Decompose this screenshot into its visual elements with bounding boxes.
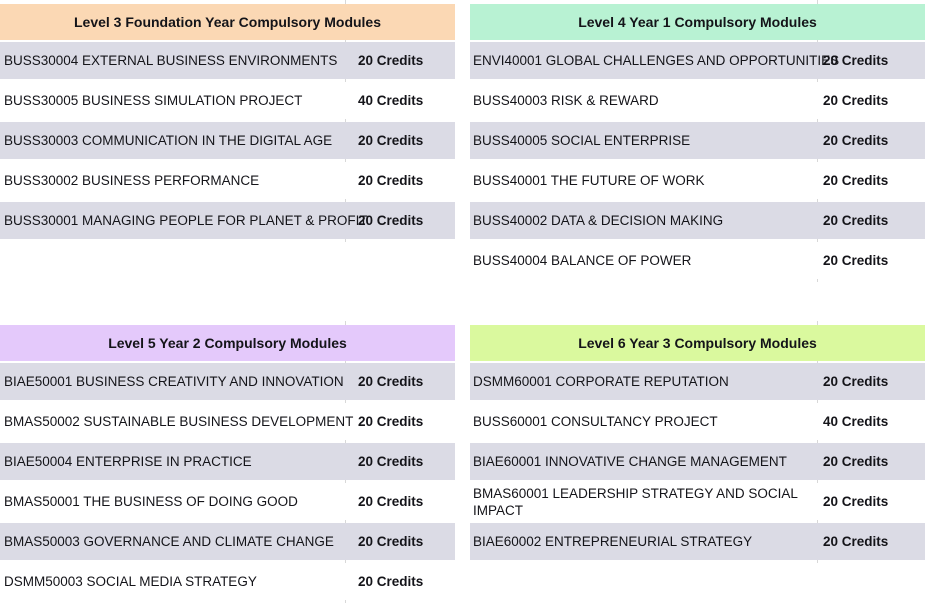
level5-modules-table: Level 5 Year 2 Compulsory Modules BIAE50… — [0, 321, 455, 603]
module-name-cell: BUSS30001 MANAGING PEOPLE FOR PLANET & P… — [4, 213, 368, 228]
credits-cell: 20 Credits — [358, 454, 424, 469]
module-name-cell: BUSS40004 BALANCE OF POWER — [473, 253, 692, 268]
table-row: DSMM60001 CORPORATE REPUTATION 20 Credit… — [470, 363, 925, 400]
module-name-cell: BIAE60002 ENTREPRENEURIAL STRATEGY — [473, 534, 753, 549]
level3-modules-table: Level 3 Foundation Year Compulsory Modul… — [0, 0, 455, 242]
level5-table-title: Level 5 Year 2 Compulsory Modules — [108, 335, 347, 351]
credits-cell: 20 Credits — [823, 534, 889, 549]
level6-table-header: Level 6 Year 3 Compulsory Modules — [470, 325, 925, 361]
module-name-cell: DSMM60001 CORPORATE REPUTATION — [473, 374, 729, 389]
table-row: BIAE60002 ENTREPRENEURIAL STRATEGY 20 Cr… — [470, 523, 925, 560]
module-name-cell: BIAE50004 ENTERPRISE IN PRACTICE — [4, 454, 252, 469]
module-name-cell: BUSS40001 THE FUTURE OF WORK — [473, 173, 705, 188]
table-row: BUSS30003 COMMUNICATION IN THE DIGITAL A… — [0, 122, 455, 159]
module-name-cell: ENVI40001 GLOBAL CHALLENGES AND OPPORTUN… — [473, 53, 840, 68]
module-name-cell: BMAS50003 GOVERNANCE AND CLIMATE CHANGE — [4, 534, 334, 549]
table-row: BMAS50001 THE BUSINESS OF DOING GOOD 20 … — [0, 483, 455, 520]
credits-cell: 20 Credits — [823, 454, 889, 469]
table-row: BUSS40005 SOCIAL ENTERPRISE 20 Credits — [470, 122, 925, 159]
level6-modules-table: Level 6 Year 3 Compulsory Modules DSMM60… — [470, 321, 925, 563]
table-row: BUSS40001 THE FUTURE OF WORK 20 Credits — [470, 162, 925, 199]
module-name-cell: BIAE50001 BUSINESS CREATIVITY AND INNOVA… — [4, 374, 344, 389]
credits-cell: 20 Credits — [358, 374, 424, 389]
credits-cell: 20 Credits — [823, 374, 889, 389]
table-row: BUSS40003 RISK & REWARD 20 Credits — [470, 82, 925, 119]
table-row: BUSS30002 BUSINESS PERFORMANCE 20 Credit… — [0, 162, 455, 199]
table-row: BUSS30001 MANAGING PEOPLE FOR PLANET & P… — [0, 202, 455, 239]
module-name-cell: BUSS40005 SOCIAL ENTERPRISE — [473, 133, 691, 148]
bottom-tables-section: Level 5 Year 2 Compulsory Modules BIAE50… — [0, 321, 925, 603]
module-name-cell: BUSS30005 BUSINESS SIMULATION PROJECT — [4, 93, 303, 108]
level4-table-header: Level 4 Year 1 Compulsory Modules — [470, 4, 925, 40]
module-name-cell: BUSS30003 COMMUNICATION IN THE DIGITAL A… — [4, 133, 333, 148]
module-name-cell: BUSS30004 EXTERNAL BUSINESS ENVIRONMENTS — [4, 53, 338, 68]
credits-cell: 20 Credits — [358, 494, 424, 509]
credits-cell: 20 Credits — [823, 253, 889, 268]
credits-cell: 20 Credits — [823, 53, 889, 68]
module-name-cell: BMAS60001 LEADERSHIP STRATEGY AND SOCIAL… — [473, 485, 798, 518]
table-row: BMAS60001 LEADERSHIP STRATEGY AND SOCIAL… — [470, 483, 925, 520]
module-name-cell: BUSS30002 BUSINESS PERFORMANCE — [4, 173, 260, 188]
table-row: BUSS30004 EXTERNAL BUSINESS ENVIRONMENTS… — [0, 42, 455, 79]
table-row: BMAS50002 SUSTAINABLE BUSINESS DEVELOPME… — [0, 403, 455, 440]
level6-table-title: Level 6 Year 3 Compulsory Modules — [578, 335, 817, 351]
credits-cell: 20 Credits — [358, 53, 424, 68]
credits-cell: 20 Credits — [358, 133, 424, 148]
level5-table-header: Level 5 Year 2 Compulsory Modules — [0, 325, 455, 361]
table-row: BMAS50003 GOVERNANCE AND CLIMATE CHANGE … — [0, 523, 455, 560]
level3-table-title: Level 3 Foundation Year Compulsory Modul… — [73, 14, 382, 30]
credits-cell: 20 Credits — [358, 574, 424, 589]
credits-cell: 20 Credits — [358, 414, 424, 429]
credits-cell: 20 Credits — [823, 173, 889, 188]
module-name-cell: BUSS40002 DATA & DECISION MAKING — [473, 213, 724, 228]
table-row: BIAE60001 INNOVATIVE CHANGE MANAGEMENT 2… — [470, 443, 925, 480]
credits-cell: 40 Credits — [823, 414, 889, 429]
credits-cell: 40 Credits — [358, 93, 424, 108]
credits-cell: 20 Credits — [823, 213, 889, 228]
table-row: DSMM50003 SOCIAL MEDIA STRATEGY 20 Credi… — [0, 563, 455, 600]
credits-cell: 20 Credits — [358, 213, 424, 228]
module-name-cell: BUSS60001 CONSULTANCY PROJECT — [473, 414, 718, 429]
table-row: BIAE50001 BUSINESS CREATIVITY AND INNOVA… — [0, 363, 455, 400]
module-name-cell: DSMM50003 SOCIAL MEDIA STRATEGY — [4, 574, 257, 589]
module-name-cell: BMAS50002 SUSTAINABLE BUSINESS DEVELOPME… — [4, 414, 354, 429]
table-row: BUSS40004 BALANCE OF POWER 20 Credits — [470, 242, 925, 279]
level4-modules-table: Level 4 Year 1 Compulsory Modules ENVI40… — [470, 0, 925, 282]
module-name-cell: BMAS50001 THE BUSINESS OF DOING GOOD — [4, 494, 298, 509]
top-tables-section: Level 3 Foundation Year Compulsory Modul… — [0, 0, 925, 282]
table-row: BUSS40002 DATA & DECISION MAKING 20 Cred… — [470, 202, 925, 239]
module-name-cell: BUSS40003 RISK & REWARD — [473, 93, 659, 108]
level3-table-header: Level 3 Foundation Year Compulsory Modul… — [0, 4, 455, 40]
table-row: BUSS30005 BUSINESS SIMULATION PROJECT 40… — [0, 82, 455, 119]
table-row: BIAE50004 ENTERPRISE IN PRACTICE 20 Cred… — [0, 443, 455, 480]
table-row: ENVI40001 GLOBAL CHALLENGES AND OPPORTUN… — [470, 42, 925, 79]
level4-table-title: Level 4 Year 1 Compulsory Modules — [578, 14, 817, 30]
credits-cell: 20 Credits — [823, 494, 889, 509]
credits-cell: 20 Credits — [358, 534, 424, 549]
table-row: BUSS60001 CONSULTANCY PROJECT 40 Credits — [470, 403, 925, 440]
credits-cell: 20 Credits — [358, 173, 424, 188]
credits-cell: 20 Credits — [823, 133, 889, 148]
credits-cell: 20 Credits — [823, 93, 889, 108]
module-name-cell: BIAE60001 INNOVATIVE CHANGE MANAGEMENT — [473, 454, 787, 469]
